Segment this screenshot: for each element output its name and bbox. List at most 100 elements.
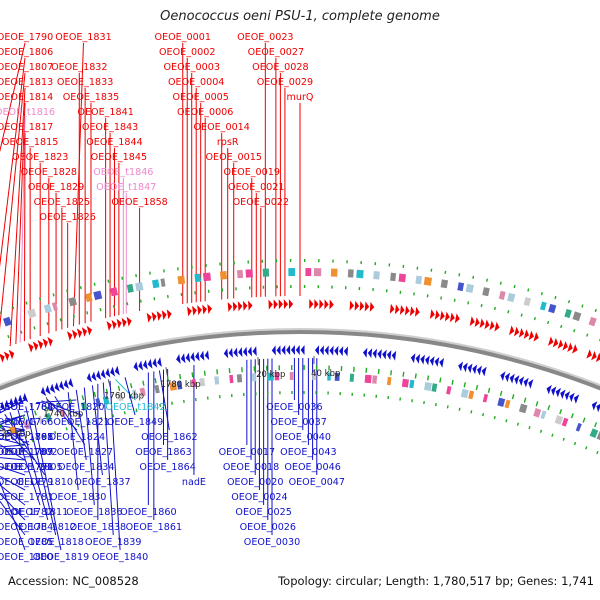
forward-gene-arrow [27,343,34,353]
gene-label-oeoe_0018: OEOE_0018 [223,462,279,473]
marker-tick [582,417,586,423]
domain-block [465,283,474,293]
reverse-gene-arrow [49,383,56,394]
forward-gene-arrow [354,300,360,311]
gene-label-oeoe_1829: OEOE_1829 [28,182,84,193]
leader-line [0,457,26,461]
marker-tick [527,288,530,292]
scale-tick-label: 1780 kbp [161,380,201,390]
domain-block [372,375,378,384]
reverse-gene-arrow [110,366,116,377]
domain-block [135,282,144,292]
scale-tick-label: 20 kbp [256,370,285,380]
domain-block [59,408,66,418]
domain-block [68,296,77,307]
marker-tick [203,370,206,376]
gene-label-oeoe_1844: OEOE_1844 [86,137,142,148]
forward-gene-arrow [399,304,405,315]
gene-label-oeoe_1798: OEOE_1798 [0,462,53,473]
reverse-gene-arrow [596,404,600,413]
gene-label-oeoe_1858: OEOE_1858 [111,197,167,208]
reverse-gene-arrow [281,345,286,356]
reverse-gene-arrow [190,351,195,362]
reverse-gene-arrow [467,363,473,374]
gene-label-oeoe_1800: OEOE_1800 [0,552,53,563]
domain-block [457,282,465,292]
gene-label-oeoe_1810: OEOE_1810 [17,477,73,488]
reverse-gene-arrow [377,349,382,360]
marker-tick [52,293,55,297]
leader-line [0,423,35,461]
forward-gene-arrow [81,327,88,337]
marker-tick [507,310,510,314]
marker-tick [528,425,531,430]
gene-label-oeoe_1820: OEOE_1820 [48,402,104,413]
reverse-gene-arrow [63,379,69,389]
forward-gene-arrow [394,304,400,315]
reverse-gene-arrow [504,372,511,383]
forward-gene-arrow [151,311,157,322]
forward-gene-arrow [324,299,329,310]
marker-tick [100,417,103,421]
reverse-gene-arrow [372,348,377,359]
reverse-gene-arrow [319,345,324,356]
marker-tick [499,390,503,397]
reverse-gene-arrow [573,394,580,404]
marker-tick [45,406,49,412]
domain-block [533,408,542,418]
gene-label-oeoe_0021: OEOE_0021 [228,182,284,193]
marker-tick [573,441,577,446]
reverse-gene-arrow [334,345,339,356]
domain-block [561,417,569,427]
reverse-gene-arrow [560,389,566,399]
scale-tick-label: 1760 kbp [104,392,144,402]
gene-label-oeoe_1824: OEOE_1824 [49,432,105,443]
leader-line [17,409,49,521]
leader-line [0,484,26,506]
domain-block [102,395,110,405]
gene-label-oeoe_1863: OEOE_1863 [135,447,191,458]
marker-tick [523,397,527,403]
domain-block [540,410,547,420]
genome-ring [0,259,600,456]
marker-tick [513,284,516,289]
marker-tick [540,292,543,296]
marker-tick [93,282,96,286]
reverse-gene-arrow [199,350,205,361]
reverse-gene-arrow [343,346,349,357]
marker-tick [179,374,182,380]
forward-gene-arrow [278,299,283,310]
domain-block [504,399,511,409]
marker-tick [25,301,28,305]
leader-line [102,382,114,536]
gene-label-oeoe_1771: OEOE_1771 [0,462,53,473]
forward-gene-arrow [414,306,420,317]
domain-block [498,290,506,300]
gene-label-oeoe_1835: OEOE_1835 [63,92,119,103]
leader-line [0,425,26,431]
gene-label-oeoe_0003: OEOE_0003 [163,62,219,73]
marker-tick [453,298,456,302]
leader-line [0,500,26,536]
domain-block [572,311,582,322]
forward-gene-arrow [567,342,573,353]
leader-line [0,57,26,268]
gene-label-oeoe_0017: OEOE_0017 [219,447,275,458]
scale-tick-mark [107,379,111,388]
marker-tick [33,410,37,416]
marker-tick [191,372,194,378]
reverse-gene-arrow [386,350,392,361]
marker-tick [586,333,589,337]
marker-tick [458,273,461,277]
marker-tick [390,370,393,376]
reverse-gene-arrow [252,346,257,357]
domain-block [109,287,118,297]
reverse-gene-arrow [91,371,97,382]
domain-block [236,374,243,383]
marker-tick [8,447,12,452]
leader-line [36,399,77,404]
domain-block [237,269,244,279]
domain-block [44,412,52,423]
forward-gene-arrow [513,326,520,337]
